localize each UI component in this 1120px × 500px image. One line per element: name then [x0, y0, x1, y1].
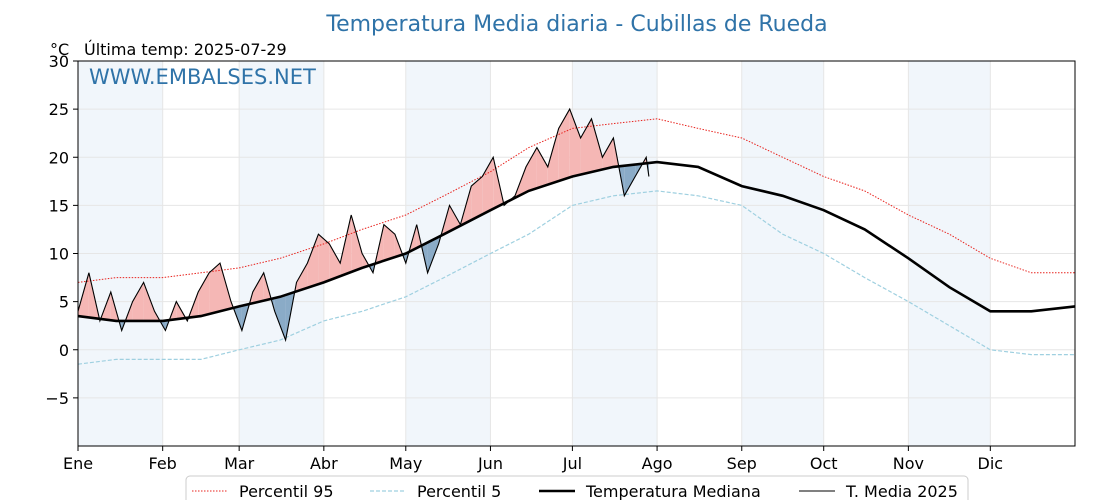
above-median-area	[471, 176, 483, 221]
above-median-area	[296, 263, 308, 292]
x-tick-label: Jul	[562, 454, 582, 473]
x-tick-label: Sep	[727, 454, 757, 473]
above-median-area	[252, 272, 264, 304]
legend-label: Temperatura Mediana	[585, 482, 761, 500]
above-median-area	[449, 205, 461, 232]
grid	[77, 60, 1075, 446]
y-tick-label: 5	[59, 293, 69, 312]
x-tick-label: Oct	[810, 454, 838, 473]
y-axis: −5 0 5 10 15 20 25 30	[45, 52, 78, 408]
above-median-area	[351, 215, 363, 273]
above-median-area	[307, 234, 319, 288]
above-median-area	[547, 128, 559, 185]
x-tick-label: Nov	[893, 454, 924, 473]
y-tick-label: 30	[49, 52, 69, 71]
below-median-area	[427, 237, 439, 273]
above-median-area	[602, 138, 614, 170]
above-median-area	[536, 147, 548, 189]
subtitle: Última temp: 2025-07-29	[84, 40, 287, 59]
x-tick-label: Dic	[978, 454, 1004, 473]
x-tick-label: Abr	[310, 454, 338, 473]
above-median-area	[591, 118, 603, 172]
x-tick-label: May	[389, 454, 422, 473]
above-median-area	[132, 282, 144, 321]
legend-label: Percentil 95	[239, 482, 334, 500]
y-tick-label: 20	[49, 148, 69, 167]
below-median-area	[274, 295, 286, 341]
x-tick-label: Jun	[477, 454, 503, 473]
legend-label: Percentil 5	[417, 482, 501, 500]
chart-title: Temperatura Media diaria - Cubillas de R…	[325, 12, 827, 37]
deviation-areas	[78, 109, 649, 341]
x-tick-label: Ago	[642, 454, 673, 473]
x-tick-label: Mar	[224, 454, 255, 473]
y-tick-label: 25	[49, 100, 69, 119]
x-tick-label: Ene	[63, 454, 93, 473]
above-median-area	[220, 263, 231, 312]
above-median-area	[329, 243, 341, 281]
x-axis: Ene Feb Mar Abr May Jun Jul Ago Sep Oct Nov Dic	[63, 446, 1003, 473]
percentile-5-line	[77, 190, 1075, 365]
y-tick-label: 15	[49, 196, 69, 215]
above-median-area	[558, 109, 570, 181]
below-median-area	[624, 164, 636, 196]
above-median-area	[569, 109, 581, 178]
above-median-area	[340, 215, 352, 277]
above-median-area	[209, 263, 220, 314]
y-tick-label: −5	[45, 389, 69, 408]
legend-label: T. Media 2025	[845, 482, 958, 500]
watermark: WWW.EMBALSES.NET	[89, 65, 316, 89]
median-line	[77, 160, 1076, 323]
above-median-area	[198, 272, 210, 317]
series-lines	[77, 107, 1076, 365]
above-median-area	[318, 234, 330, 285]
above-median-area	[383, 224, 395, 261]
above-median-area	[143, 282, 155, 321]
percentile-95-line	[77, 118, 1075, 283]
legend-box	[185, 475, 969, 500]
legend: Percentil 95 Percentil 5 Temperatura Media…	[185, 475, 969, 500]
above-median-area	[580, 118, 592, 175]
x-tick-label: Feb	[149, 454, 177, 473]
above-median-area	[526, 147, 537, 193]
y-tick-label: 10	[49, 245, 69, 264]
unit-label: °C	[50, 40, 69, 59]
y-tick-label: 0	[59, 341, 69, 360]
current-year-line	[77, 107, 650, 343]
